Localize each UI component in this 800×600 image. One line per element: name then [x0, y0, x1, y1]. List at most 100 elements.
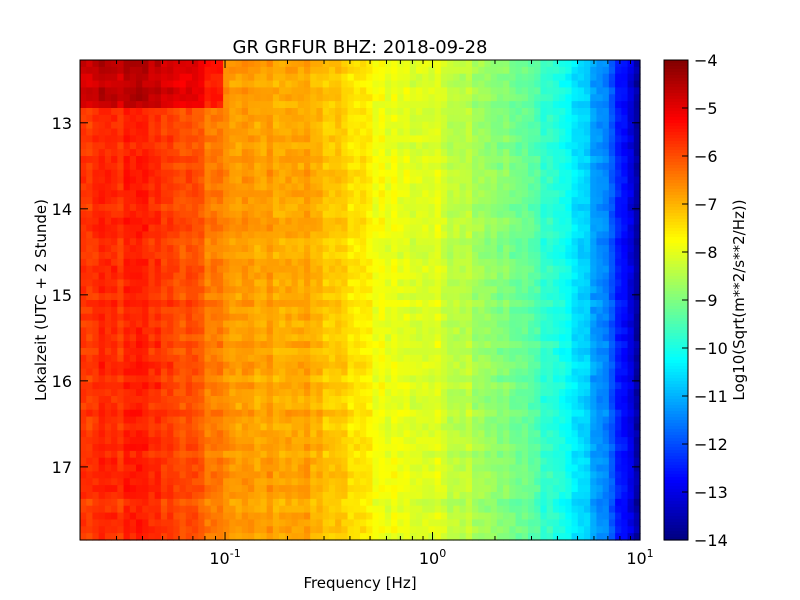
heatmap-cell	[434, 197, 442, 205]
heatmap-cell	[117, 258, 125, 267]
heatmap-cell	[440, 354, 448, 363]
heatmap-cell	[372, 135, 380, 143]
heatmap-cell	[204, 156, 212, 164]
heatmap-cell	[272, 375, 280, 383]
heatmap-cell	[285, 169, 293, 178]
heatmap-cell	[142, 396, 150, 404]
heatmap-cell	[310, 293, 318, 301]
heatmap-cell	[304, 176, 311, 185]
heatmap-cell	[509, 361, 517, 370]
heatmap-cell	[111, 286, 118, 294]
heatmap-cell	[384, 114, 392, 123]
heatmap-cell	[248, 320, 255, 329]
heatmap-cell	[590, 238, 598, 246]
heatmap-cell	[192, 73, 199, 82]
heatmap-cell	[104, 135, 112, 143]
heatmap-cell	[584, 183, 591, 191]
heatmap-cell	[204, 272, 212, 281]
heatmap-cell	[328, 402, 336, 411]
heatmap-cell	[621, 73, 629, 82]
heatmap-cell	[160, 224, 168, 233]
heatmap-cell	[552, 114, 560, 123]
heatmap-cell	[148, 176, 156, 185]
heatmap-cell	[409, 217, 417, 226]
heatmap-cell	[428, 348, 436, 356]
heatmap-cell	[98, 176, 106, 185]
heatmap-cell	[223, 272, 230, 281]
heatmap-cell	[291, 73, 299, 82]
heatmap-cell	[447, 423, 454, 431]
heatmap-cell	[167, 334, 174, 342]
heatmap-cell	[192, 87, 199, 95]
heatmap-cell	[577, 204, 585, 212]
heatmap-cell	[571, 190, 579, 198]
heatmap-cell	[627, 169, 635, 178]
heatmap-cell	[360, 293, 367, 301]
heatmap-cell	[534, 279, 542, 287]
heatmap-cell	[428, 402, 436, 411]
heatmap-cell	[80, 409, 87, 418]
heatmap-cell	[347, 327, 355, 335]
heatmap-cell	[378, 176, 386, 185]
heatmap-cell	[335, 416, 342, 425]
heatmap-cell	[328, 423, 336, 431]
heatmap-cell	[254, 258, 262, 267]
heatmap-cell	[285, 389, 293, 397]
heatmap-cell	[104, 224, 112, 233]
heatmap-cell	[117, 382, 125, 390]
heatmap-cell	[179, 190, 187, 198]
heatmap-cell	[378, 183, 386, 191]
heatmap-cell	[229, 135, 237, 143]
heatmap-cell	[117, 176, 125, 185]
heatmap-cell	[104, 389, 112, 397]
heatmap-cell	[347, 60, 355, 68]
heatmap-cell	[478, 210, 486, 219]
heatmap-cell	[515, 368, 523, 377]
heatmap-cell	[216, 272, 224, 281]
heatmap-cell	[80, 210, 87, 219]
heatmap-cell	[515, 279, 523, 287]
heatmap-cell	[210, 416, 218, 425]
heatmap-cell	[403, 396, 411, 404]
heatmap-cell	[434, 142, 442, 150]
heatmap-cell	[372, 409, 380, 418]
heatmap-cell	[136, 101, 143, 109]
heatmap-cell	[179, 402, 187, 411]
heatmap-cell	[353, 437, 361, 445]
heatmap-cell	[496, 409, 504, 418]
heatmap-cell	[160, 156, 168, 164]
heatmap-cell	[198, 121, 206, 130]
heatmap-cell	[366, 327, 374, 335]
heatmap-cell	[266, 396, 274, 404]
heatmap-cell	[434, 128, 442, 137]
heatmap-cell	[447, 135, 454, 143]
heatmap-cell	[328, 162, 336, 171]
heatmap-cell	[266, 279, 274, 287]
heatmap-cell	[104, 66, 112, 75]
heatmap-cell	[111, 80, 118, 89]
heatmap-cell	[378, 320, 386, 329]
heatmap-cell	[341, 149, 349, 157]
heatmap-cell	[440, 313, 448, 322]
heatmap-cell	[92, 169, 100, 178]
heatmap-cell	[440, 272, 448, 281]
heatmap-cell	[478, 204, 486, 212]
heatmap-cell	[540, 204, 548, 212]
heatmap-cell	[584, 60, 591, 68]
heatmap-cell	[117, 245, 125, 253]
heatmap-cell	[272, 430, 280, 438]
heatmap-cell	[185, 320, 193, 329]
heatmap-cell	[372, 142, 380, 150]
heatmap-cell	[534, 416, 542, 425]
heatmap-cell	[198, 368, 206, 377]
heatmap-cell	[627, 176, 635, 185]
heatmap-cell	[316, 361, 324, 370]
heatmap-cell	[98, 94, 106, 102]
heatmap-cell	[235, 142, 243, 150]
heatmap-cell	[552, 183, 560, 191]
heatmap-cell	[98, 183, 106, 191]
heatmap-cell	[210, 265, 218, 274]
heatmap-cell	[316, 128, 324, 137]
heatmap-cell	[229, 258, 237, 267]
heatmap-cell	[210, 149, 218, 157]
